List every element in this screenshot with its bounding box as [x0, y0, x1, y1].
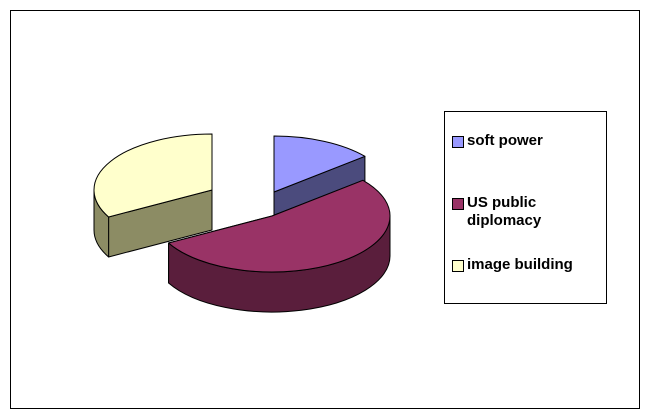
legend-swatch-image-building	[452, 260, 464, 272]
legend-swatch-us-public-diplomacy	[452, 198, 464, 210]
legend-item-soft-power: soft power	[452, 132, 607, 150]
pie-slice-soft-power	[273, 135, 366, 193]
legend-label-image-building: image building	[467, 256, 573, 273]
legend: soft power US public diplomacy image bui…	[444, 111, 607, 304]
pie-slice-us-public-diplomacy	[168, 179, 391, 273]
legend-swatch-soft-power	[452, 136, 464, 148]
legend-label-us-public-diplomacy: US public diplomacy	[467, 194, 542, 229]
legend-label-soft-power: soft power	[467, 132, 543, 149]
legend-item-image-building: image building	[452, 256, 607, 274]
pie-slice-image-building	[93, 133, 213, 218]
legend-item-us-public-diplomacy: US public diplomacy	[452, 194, 577, 230]
